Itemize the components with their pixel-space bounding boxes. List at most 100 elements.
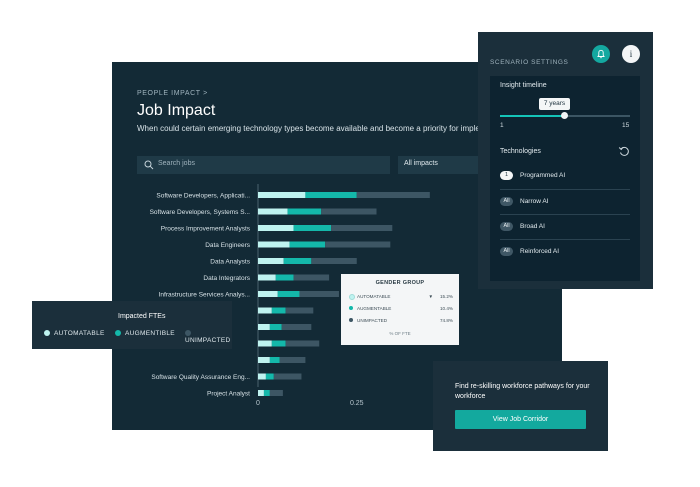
job-label[interactable]: Project Analyst — [207, 391, 250, 398]
info-icon: i — [629, 49, 633, 59]
bar-unimpacted[interactable] — [331, 225, 393, 231]
bar-unimpacted[interactable] — [285, 340, 320, 347]
bar-augmentible[interactable] — [283, 258, 312, 264]
gender-popup-title: GENDER GROUP — [375, 280, 425, 286]
gender-row-value: 10.4% — [439, 306, 453, 311]
bar-unimpacted[interactable] — [321, 208, 377, 215]
bar-automatable[interactable] — [258, 258, 284, 264]
x-tick-label: 0 — [256, 400, 260, 407]
bar-automatable[interactable] — [258, 357, 270, 363]
legend-augmentible[interactable]: AUGMENTIBLE — [115, 330, 175, 337]
bar-unimpacted[interactable] — [281, 324, 312, 330]
legend-unimpacted[interactable]: UNIMPACTED — [185, 330, 232, 344]
bar-automatable[interactable] — [258, 241, 290, 248]
automatable-dot — [349, 294, 355, 300]
gender-row-augmentable[interactable]: AUGMENTABLE 10.4% — [349, 304, 453, 315]
bar-automatable[interactable] — [258, 307, 272, 314]
bar-augmentible[interactable] — [293, 225, 332, 231]
bar-augmentible[interactable] — [271, 307, 286, 314]
view-job-corridor-button[interactable]: View Job Corridor — [455, 410, 586, 429]
bar-augmentible[interactable] — [271, 340, 286, 347]
job-label[interactable]: Software Developers, Applicati... — [156, 193, 250, 200]
reskilling-card: Find re-skilling workforce pathways for … — [433, 361, 608, 451]
bar-augmentible[interactable] — [287, 208, 322, 215]
gender-group-popup: GENDER GROUP AUTOMATABLE ▼ 15.2% AUGMENT… — [341, 274, 459, 345]
job-label[interactable]: Data Analysts — [210, 259, 250, 266]
notification-button[interactable] — [592, 45, 610, 63]
slider-max-label: 15 — [622, 122, 630, 129]
technology-narrow-ai[interactable]: All Narrow AI — [500, 189, 630, 213]
gender-row-label: UNIMPACTED — [357, 318, 388, 323]
bar-unimpacted[interactable] — [356, 192, 430, 198]
slider-value-tooltip: 7 years — [539, 98, 570, 110]
job-impact-chart: Software Developers, Applicati... Softwar… — [150, 184, 430, 407]
technology-badge: 1 — [500, 171, 513, 180]
bar-automatable[interactable] — [258, 291, 278, 297]
job-label[interactable]: Process Improvement Analysts — [161, 226, 251, 233]
gender-row-unimpacted[interactable]: UNIMPACTED 74.8% — [349, 316, 453, 327]
scenario-settings-panel: SCENARIO SETTINGS i Insight timeline 7 y… — [478, 32, 653, 289]
bar-augmentible[interactable] — [263, 390, 270, 396]
job-label[interactable]: Data Engineers — [205, 242, 251, 249]
technology-name: Broad AI — [520, 223, 545, 230]
gender-row-value: 15.2% — [439, 294, 453, 299]
search-jobs-input[interactable]: Search jobs — [137, 156, 390, 174]
bar-augmentible[interactable] — [277, 291, 300, 297]
bar-automatable[interactable] — [258, 274, 276, 281]
bar-automatable[interactable] — [258, 340, 272, 347]
technology-broad-ai[interactable]: All Broad AI — [500, 214, 630, 238]
gender-row-label: AUGMENTABLE — [357, 306, 392, 311]
bell-icon — [597, 49, 605, 59]
bar-augmentible[interactable] — [275, 274, 294, 281]
impact-select-value: All impacts — [404, 160, 438, 167]
scenario-settings-body: Insight timeline 7 years 1 15 Technologi… — [490, 76, 640, 281]
legend-automatable[interactable]: AUTOMATABLE — [44, 330, 105, 337]
reset-icon[interactable] — [618, 145, 630, 157]
job-label[interactable]: Data Integrators — [203, 275, 250, 282]
bar-automatable[interactable] — [258, 390, 264, 396]
technology-programmed-ai[interactable]: 1 Programmed AI — [500, 164, 630, 187]
bar-automatable[interactable] — [258, 208, 288, 215]
info-button[interactable]: i — [622, 45, 640, 63]
bar-augmentible[interactable] — [265, 373, 274, 380]
bar-augmentible[interactable] — [289, 241, 326, 248]
technology-badge: All — [500, 247, 513, 256]
impacted-fte-legend: Impacted FTEs AUTOMATABLE AUGMENTIBLE UN… — [32, 301, 232, 349]
bar-automatable[interactable] — [258, 225, 294, 231]
job-label[interactable]: Infrastructure Services Analys... — [159, 292, 251, 299]
bar-augmentible[interactable] — [305, 192, 357, 198]
bar-automatable[interactable] — [258, 192, 306, 198]
job-label[interactable]: Software Quality Assurance Eng... — [151, 374, 250, 381]
job-label[interactable]: Software Developers, Systems S... — [150, 209, 251, 216]
bar-unimpacted[interactable] — [273, 373, 302, 380]
bar-unimpacted[interactable] — [311, 258, 357, 264]
bar-unimpacted[interactable] — [299, 291, 339, 297]
bar-unimpacted[interactable] — [285, 307, 314, 314]
gender-row-value: 74.8% — [439, 318, 453, 323]
technology-badge: All — [500, 197, 513, 206]
bar-unimpacted[interactable] — [279, 357, 306, 363]
gender-row-automatable[interactable]: AUTOMATABLE ▼ 15.2% — [349, 292, 453, 303]
breadcrumb[interactable]: PEOPLE IMPACT > — [137, 90, 208, 97]
timeline-slider-fill — [500, 115, 565, 117]
bar-unimpacted[interactable] — [293, 274, 330, 281]
technologies-label: Technologies — [500, 148, 541, 155]
bar-unimpacted[interactable] — [325, 241, 391, 248]
search-placeholder: Search jobs — [158, 160, 195, 167]
timeline-slider-handle[interactable] — [561, 112, 568, 119]
legend-augmentible-label: AUGMENTIBLE — [125, 330, 175, 337]
bar-augmentible[interactable] — [269, 324, 282, 330]
technology-reinforced-ai[interactable]: All Reinforced AI — [500, 239, 630, 263]
technology-name: Narrow AI — [520, 198, 549, 205]
x-tick-label: 0.25 — [350, 400, 364, 407]
search-icon — [144, 160, 154, 170]
bar-unimpacted[interactable] — [269, 390, 283, 396]
bar-automatable[interactable] — [258, 373, 266, 380]
technology-name: Programmed AI — [520, 172, 566, 179]
augmentable-dot — [349, 306, 353, 310]
bar-augmentible[interactable] — [269, 357, 280, 363]
bar-automatable[interactable] — [258, 324, 270, 330]
augmentible-swatch — [115, 330, 121, 336]
unimpacted-swatch — [185, 330, 191, 336]
automatable-swatch — [44, 330, 50, 336]
